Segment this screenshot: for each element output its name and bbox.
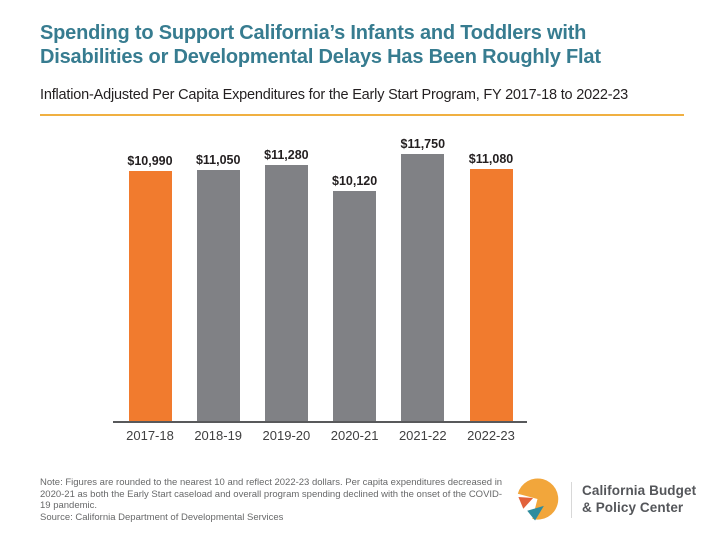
divider-rule [40,114,684,116]
bar-value-label: $11,280 [264,148,309,162]
chart-subtitle: Inflation-Adjusted Per Capita Expenditur… [40,87,629,103]
plot-area: $10,990 2017-18 $11,050 2018-19 $11,280 2019-… [113,137,527,443]
bar-value-label: $11,080 [468,152,514,166]
bar-value-label: $10,990 [127,154,173,168]
bar-value-label: $11,750 [400,137,446,151]
x-axis-line [113,421,527,423]
chart-title-line-1: Spending to Support California’s Infants… [40,22,587,44]
x-tick-label: 2022-23 [467,428,515,443]
x-tick-label: 2020-21 [330,428,379,443]
logo-divider [571,481,572,518]
bar-2020-21 [333,191,377,421]
bar-2018-19 [196,170,240,421]
bar-2019-20 [264,165,308,421]
x-tick-label: 2017-18 [126,428,174,443]
bar-2022-23 [469,169,513,421]
footnote: Note: Figures are rounded to the nearest… [40,477,508,523]
org-name-line-1: California Budget [582,483,697,498]
bar-value-label: $10,120 [332,174,378,188]
x-tick-label: 2019-20 [262,428,311,443]
org-name-line-2: & Policy Center [582,499,684,515]
bar-2021-22 [401,154,445,421]
chart-title: Spending to Support California’s Infants… [40,21,601,69]
bar-value-label: $11,050 [195,153,241,167]
org-name: California Budget & Policy Center [582,483,696,516]
org-logo: California Budget & Policy Center [514,476,696,523]
bar-2017-18 [128,171,172,421]
footnote-source: Source: California Department of Develop… [40,511,284,523]
footnote-note: Note: Figures are rounded to the nearest… [40,477,503,511]
x-tick-label: 2018-19 [194,428,243,443]
x-tick-label: 2021-22 [398,428,447,443]
pie-logo-icon [517,478,559,521]
chart-title-line-2: Disabilities or Developmental Delays Has… [40,46,601,68]
